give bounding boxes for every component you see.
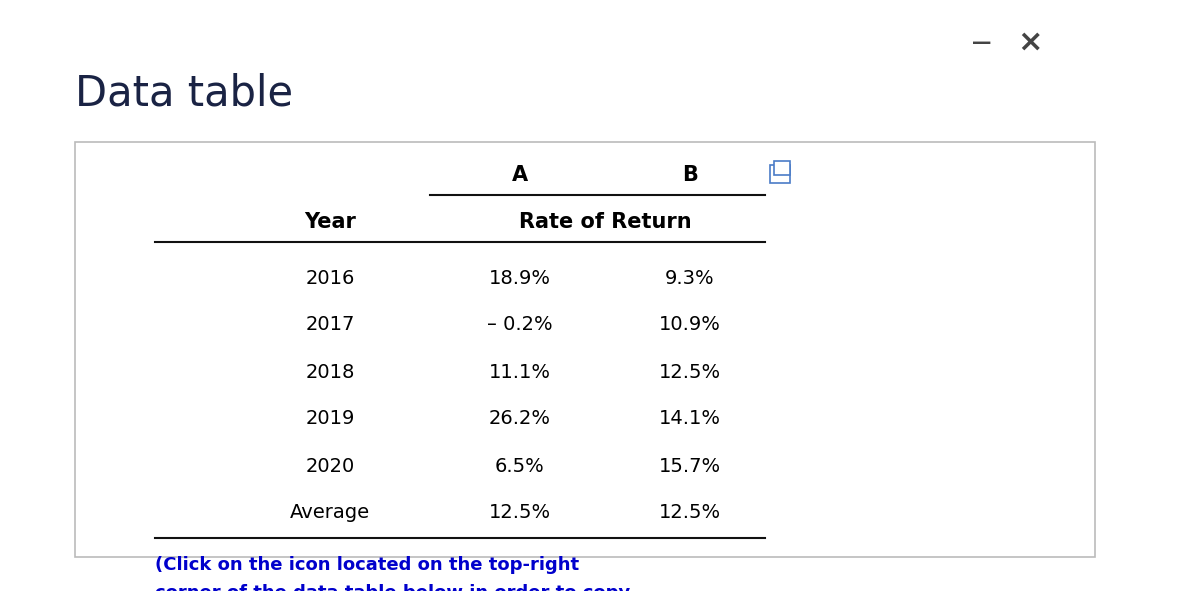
Text: ×: × [1017, 28, 1043, 57]
FancyBboxPatch shape [75, 142, 1095, 557]
Text: 15.7%: 15.7% [659, 456, 721, 476]
Text: 2017: 2017 [305, 316, 355, 335]
Text: 2018: 2018 [305, 362, 355, 382]
Text: 9.3%: 9.3% [665, 268, 715, 287]
Text: – 0.2%: – 0.2% [487, 316, 553, 335]
Text: 2019: 2019 [305, 410, 355, 428]
Text: Rate of Return: Rate of Return [519, 212, 691, 232]
Text: 2016: 2016 [305, 268, 355, 287]
Text: (Click on the icon located on the top-right
corner of the data table below in or: (Click on the icon located on the top-ri… [155, 556, 630, 591]
Text: 10.9%: 10.9% [659, 316, 721, 335]
Bar [770, 165, 790, 183]
Bar [774, 161, 790, 175]
Text: 6.5%: 6.5% [495, 456, 545, 476]
Text: 2020: 2020 [305, 456, 355, 476]
Text: Data table: Data table [75, 72, 294, 114]
Text: B: B [682, 165, 697, 185]
Text: Year: Year [304, 212, 356, 232]
Text: 12.5%: 12.5% [659, 504, 721, 522]
Text: 12.5%: 12.5% [659, 362, 721, 382]
Text: 11.1%: 11.1% [489, 362, 551, 382]
Text: 12.5%: 12.5% [489, 504, 551, 522]
Text: Average: Average [290, 504, 371, 522]
Text: 18.9%: 18.9% [489, 268, 551, 287]
Text: —: — [972, 33, 992, 51]
Text: 14.1%: 14.1% [659, 410, 721, 428]
Text: A: A [511, 165, 528, 185]
Text: 26.2%: 26.2% [489, 410, 551, 428]
